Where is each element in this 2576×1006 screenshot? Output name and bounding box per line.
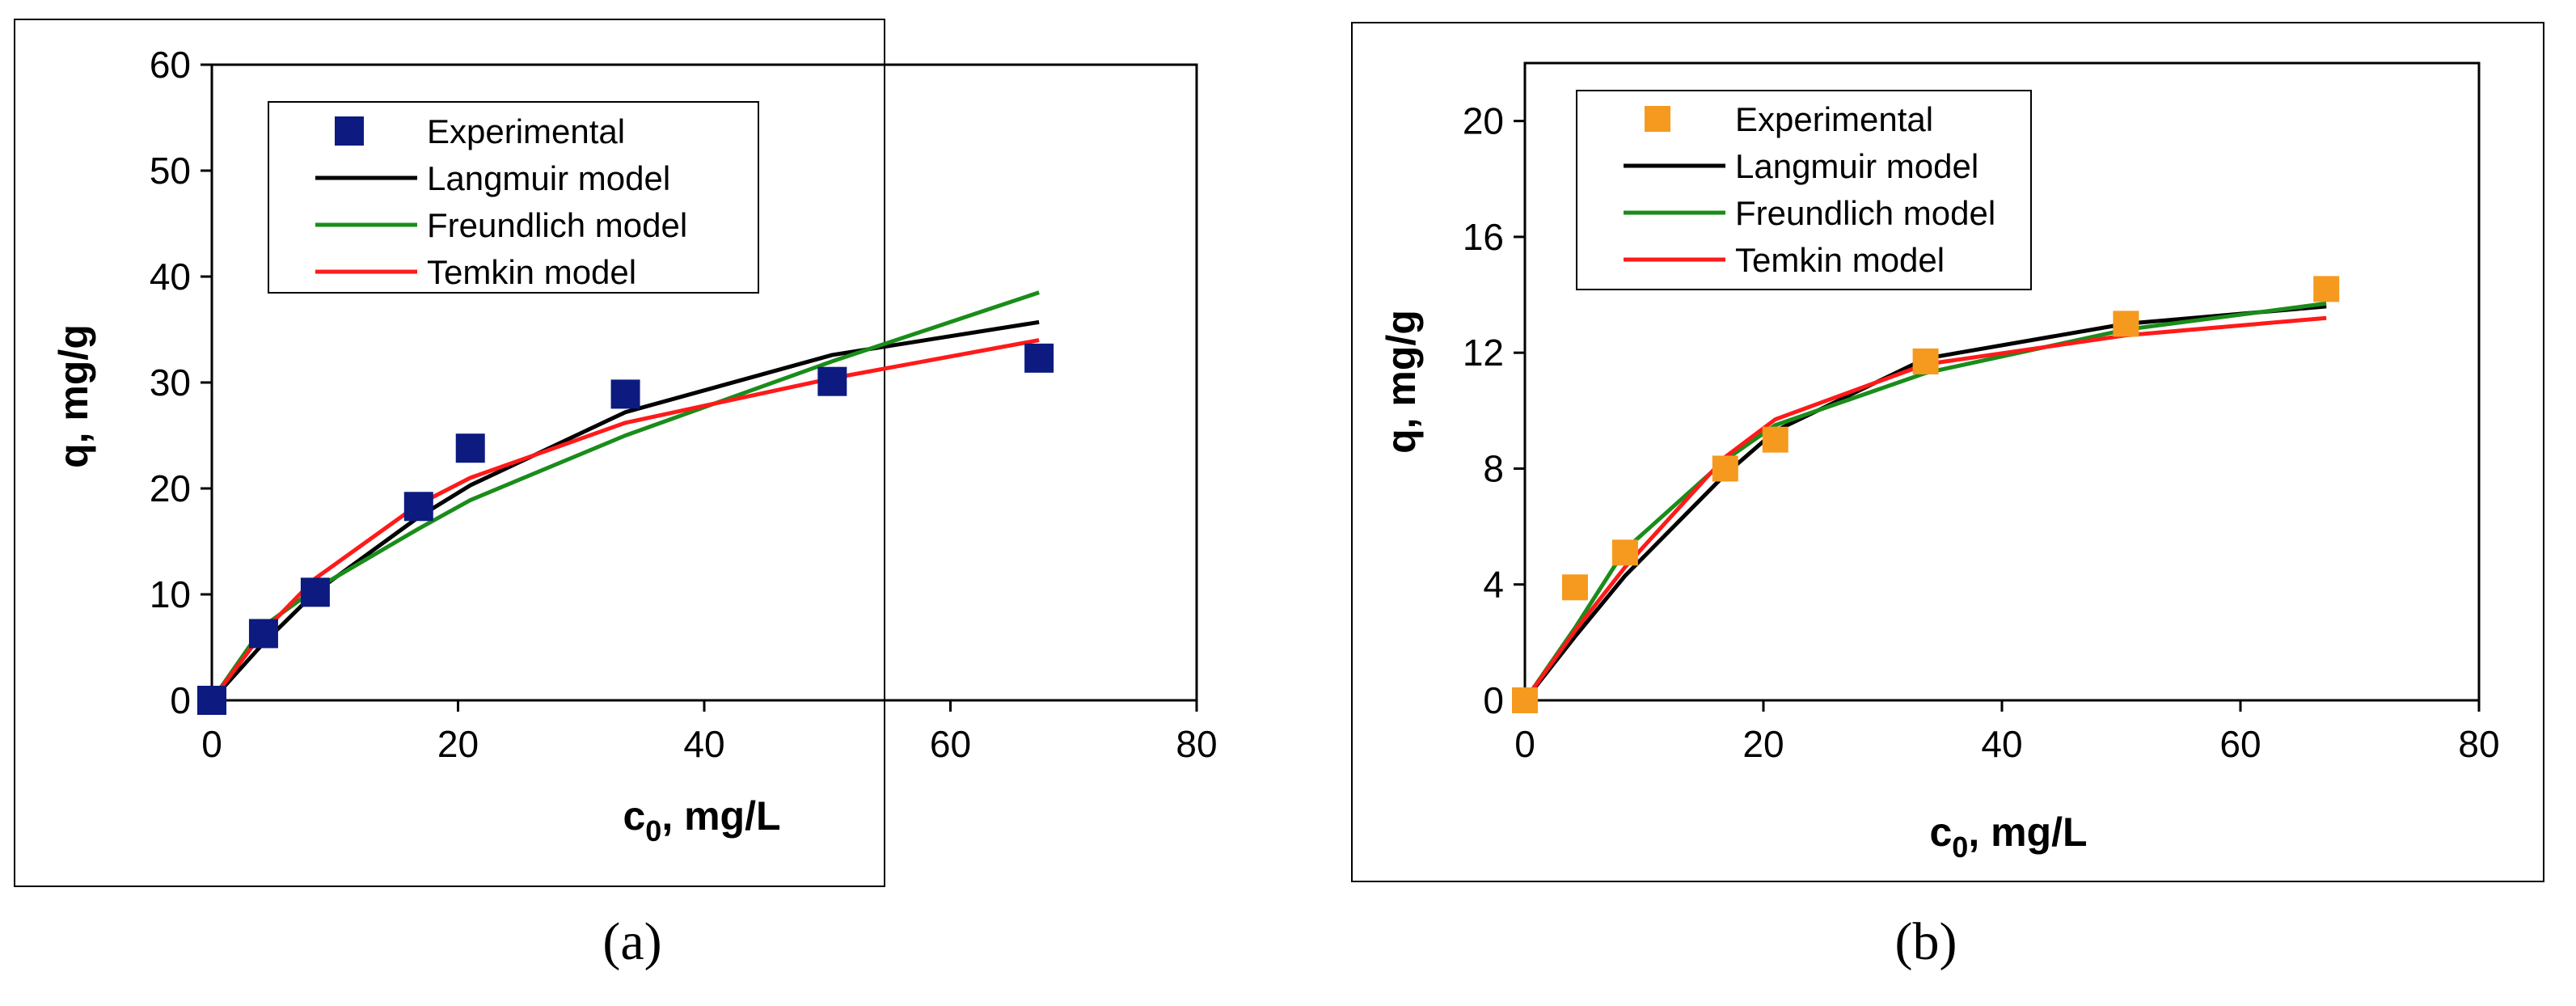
legend-symbol-marker (1645, 106, 1670, 132)
x-tick-label: 0 (1514, 723, 1535, 765)
chart-a-svg: 0 10 20 30 40 50 60 0 20 40 60 80 q, mg/g c0, mg/L Exp… (14, 19, 1218, 971)
chart-frame (14, 19, 885, 887)
x-tick-label: 20 (437, 723, 479, 765)
legend-label: Experimental (427, 112, 625, 150)
y-tick-label: 16 (1463, 216, 1504, 258)
data-point-experimental (197, 686, 226, 715)
y-tick-label: 12 (1463, 332, 1504, 374)
legend-label: Temkin model (427, 253, 636, 291)
data-point-experimental (1561, 574, 1588, 601)
data-point-experimental (1611, 539, 1638, 566)
data-point-experimental (2313, 276, 2340, 302)
data-point-experimental (455, 433, 485, 463)
chart-b-svg: 0 4 8 12 16 20 0 20 40 60 80 q, mg/g c0, mg/L Experim… (1351, 22, 2544, 971)
x-tick-label: 20 (1742, 723, 1784, 765)
chart-panel-a: 0 10 20 30 40 50 60 0 20 40 60 80 q, mg/g c0, mg/L Exp… (14, 19, 1218, 971)
legend-symbol-marker (335, 116, 364, 146)
data-point-experimental (1512, 687, 1538, 713)
y-tick-label: 30 (150, 361, 191, 404)
series-line-temkin-model (1522, 315, 2327, 702)
y-tick-label: 8 (1483, 447, 1504, 489)
legend-label: Langmuir model (427, 159, 670, 197)
chart-panel-b: 0 4 8 12 16 20 0 20 40 60 80 q, mg/g c0, mg/L Experim… (1288, 0, 2576, 1006)
legend-label: Freundlich model (427, 206, 687, 244)
legend-label: Freundlich model (1735, 194, 1995, 232)
chart-0-group: 0 10 20 30 40 50 60 0 20 40 60 80 q, mg/g c0, mg/L Exp… (14, 19, 1218, 971)
data-point-experimental (817, 366, 847, 396)
y-tick-label: 4 (1483, 564, 1504, 606)
data-point-experimental (300, 577, 330, 607)
legend-label: Experimental (1735, 100, 1933, 138)
y-axis-title: q, mg/g (1379, 310, 1424, 454)
data-point-experimental (610, 379, 640, 409)
data-point-experimental (2113, 311, 2139, 337)
series-line-freundlich-model (1522, 301, 2327, 702)
legend-label: Langmuir model (1735, 147, 1978, 185)
data-point-experimental (248, 619, 278, 649)
x-tick-label: 60 (2219, 723, 2261, 765)
data-point-experimental (1912, 348, 1939, 374)
y-tick-label: 50 (150, 150, 191, 192)
y-tick-label: 60 (150, 44, 191, 86)
x-axis-title: c0, mg/L (1929, 809, 2087, 864)
y-tick-label: 20 (1463, 100, 1504, 142)
x-tick-label: 80 (2458, 723, 2499, 765)
y-tick-label: 20 (150, 467, 191, 509)
chart-frame (1351, 22, 2544, 882)
panel-caption: (a) (602, 912, 661, 971)
x-tick-label: 60 (930, 723, 971, 765)
x-tick-label: 80 (1176, 723, 1217, 765)
y-tick-label: 40 (150, 256, 191, 298)
data-point-experimental (1712, 455, 1738, 482)
panel-caption: (b) (1895, 912, 1957, 971)
y-tick-label: 10 (150, 573, 191, 615)
series-line-langmuir-model (1523, 304, 2327, 702)
x-tick-label: 40 (683, 723, 724, 765)
data-point-experimental (1024, 343, 1054, 373)
series-line-freundlich-model (209, 290, 1040, 702)
data-point-experimental (403, 492, 433, 522)
legend-label: Temkin model (1735, 241, 1945, 279)
series-line-langmuir-model (210, 319, 1040, 702)
x-tick-label: 40 (1981, 723, 2022, 765)
x-axis-title: c0, mg/L (623, 793, 780, 847)
x-tick-label: 0 (201, 723, 222, 765)
chart-1-group: 0 4 8 12 16 20 0 20 40 60 80 q, mg/g c0, mg/L Experim… (1351, 22, 2544, 971)
data-point-experimental (1762, 426, 1788, 453)
y-tick-label: 0 (1483, 679, 1504, 721)
y-tick-label: 0 (170, 679, 191, 721)
y-axis-title: q, mg/g (51, 324, 96, 468)
